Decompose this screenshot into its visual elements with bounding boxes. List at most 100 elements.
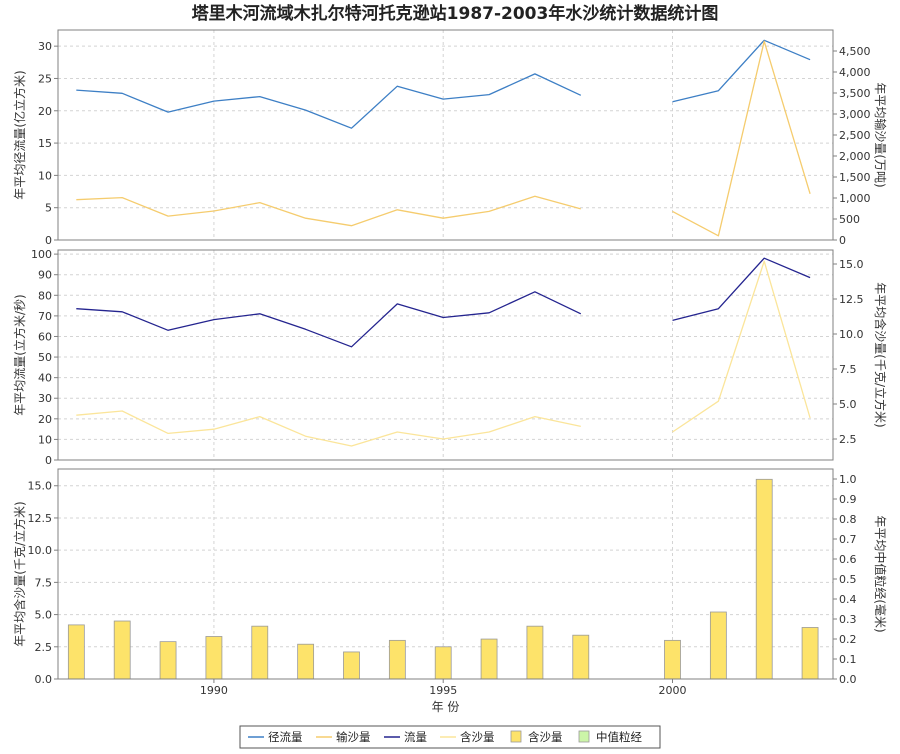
y-tick-label-left: 5 [45, 202, 52, 215]
data-point-径流量 [75, 88, 78, 91]
data-point-流量 [258, 312, 261, 315]
data-point-输沙量 [579, 207, 582, 210]
data-point-径流量 [212, 99, 215, 102]
y-axis-title-left: 年平均径流量(亿立方米) [12, 70, 27, 199]
data-point-径流量 [671, 100, 674, 103]
bar-含沙量 [709, 611, 727, 680]
y-tick-label-left: 7.5 [35, 576, 53, 589]
y-tick-label-left: 10 [38, 169, 52, 182]
y-tick-label-right: 12.5 [839, 293, 864, 306]
legend: 径流量 输沙量 流量 含沙量 含沙量 中值粒经 [239, 725, 661, 749]
data-point-输沙量 [304, 217, 307, 220]
data-point-输沙量 [442, 217, 445, 220]
legend-label: 含沙量 [460, 730, 495, 744]
legend-swatch-box [510, 730, 522, 743]
y-tick-label-left: 30 [38, 40, 52, 53]
x-tick-label: 1995 [429, 684, 457, 697]
y-tick-label-left: 2.5 [35, 641, 53, 654]
y-tick-label-left: 20 [38, 413, 52, 426]
data-point-输沙量 [212, 209, 215, 212]
plot-area [58, 250, 833, 460]
y-tick-label-left: 10.0 [28, 544, 53, 557]
y-axis-title-right: 年平均含沙量(千克/立方米) [873, 282, 888, 427]
y-tick-label-left: 70 [38, 310, 52, 323]
y-tick-label-left: 90 [38, 269, 52, 282]
y-axis-title-right: 年平均输沙量(万吨) [873, 82, 888, 187]
data-point-径流量 [121, 92, 124, 95]
data-point-流量 [808, 276, 811, 279]
y-tick-label-right: 0.0 [839, 673, 857, 686]
legend-label: 流量 [404, 730, 427, 744]
data-point-径流量 [487, 93, 490, 96]
y-tick-label-left: 0 [45, 234, 52, 247]
plot-border [57, 29, 834, 241]
y-tick-label-right: 1,000 [839, 192, 871, 205]
data-point-径流量 [717, 89, 720, 92]
y-tick-label-left: 80 [38, 289, 52, 302]
data-point-含沙量 [75, 414, 78, 417]
y-tick-label-left: 15 [38, 137, 52, 150]
y-tick-label-left: 12.5 [28, 512, 53, 525]
legend-label: 径流量 [268, 730, 303, 744]
series-line-径流量 [76, 73, 582, 129]
bar-含沙量 [297, 643, 315, 680]
bar-含沙量 [801, 627, 819, 680]
bar-含沙量 [755, 478, 773, 680]
y-tick-label-left: 100 [31, 248, 52, 261]
chart-title: 塔里木河流域木扎尔特河托克逊站1987-2003年水沙统计数据统计图 [192, 3, 719, 24]
data-point-流量 [671, 319, 674, 322]
y-tick-label-right: 0 [839, 234, 846, 247]
data-point-含沙量 [487, 430, 490, 433]
y-tick-label-right: 2.5 [839, 433, 857, 446]
series-line-含沙量 [76, 410, 581, 447]
data-point-流量 [166, 329, 169, 332]
series-line-流量 [76, 291, 582, 348]
y-tick-label-right: 10.0 [839, 328, 864, 341]
y-axis-title-right: 年平均中值粒经(毫米) [873, 515, 888, 632]
series-line-输沙量 [672, 40, 811, 237]
data-point-含沙量 [212, 428, 215, 431]
data-point-输沙量 [763, 40, 766, 43]
y-tick-label-right: 0.3 [839, 613, 857, 626]
data-point-输沙量 [396, 208, 399, 211]
bar-含沙量 [434, 646, 452, 680]
data-point-输沙量 [808, 192, 811, 195]
legend-label: 中值粒经 [596, 730, 642, 744]
data-point-径流量 [579, 94, 582, 97]
data-point-含沙量 [579, 425, 582, 428]
data-point-输沙量 [75, 198, 78, 201]
data-point-流量 [121, 310, 124, 313]
data-point-输沙量 [350, 224, 353, 227]
data-point-流量 [579, 312, 582, 315]
bar-含沙量 [113, 620, 131, 680]
y-tick-label-left: 60 [38, 330, 52, 343]
data-point-流量 [533, 290, 536, 293]
data-point-流量 [442, 316, 445, 319]
y-tick-label-right: 15.0 [839, 258, 864, 271]
y-tick-label-left: 40 [38, 372, 52, 385]
y-tick-label-left: 0 [45, 454, 52, 467]
series-line-流量 [672, 257, 811, 322]
y-tick-label-left: 30 [38, 392, 52, 405]
bar-含沙量 [67, 624, 85, 680]
data-point-径流量 [258, 95, 261, 98]
data-point-径流量 [808, 58, 811, 61]
plot-border [57, 249, 834, 461]
plot-panels: 05101520253005001,0001,5002,0002,5003,00… [12, 29, 888, 714]
data-point-径流量 [304, 109, 307, 112]
data-point-含沙量 [763, 260, 766, 263]
data-point-含沙量 [808, 416, 811, 419]
y-tick-label-right: 4,000 [839, 66, 871, 79]
bar-含沙量 [388, 639, 406, 680]
y-tick-label-right: 0.6 [839, 553, 857, 566]
y-tick-label-right: 2,000 [839, 150, 871, 163]
x-tick-label: 1990 [200, 684, 228, 697]
bar-含沙量 [526, 625, 544, 680]
panel-top: 0 5 10 15 20 25 30 0 500 1,000 1,500 2,000 2,500 3,00… [12, 29, 888, 247]
data-point-含沙量 [396, 430, 399, 433]
bar-含沙量 [205, 636, 223, 680]
y-tick-label-left: 0.0 [35, 673, 53, 686]
data-point-流量 [396, 302, 399, 305]
data-point-输沙量 [671, 210, 674, 213]
